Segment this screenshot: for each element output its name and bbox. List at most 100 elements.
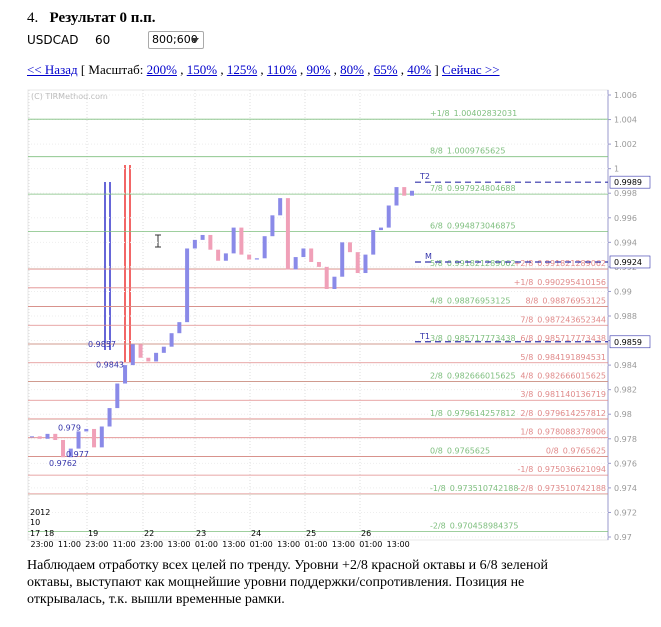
candle [278, 198, 283, 216]
point-label: 0.9843 [96, 360, 124, 369]
target-name: T1 [419, 332, 430, 341]
separator: , [367, 62, 371, 77]
level-label: 3/8 0.985717773438 [430, 334, 516, 343]
time-label: 01:00 [304, 540, 327, 549]
candle [138, 344, 143, 358]
y-tick-label: 0.982 [614, 386, 637, 395]
point-label: 0.977 [66, 450, 89, 459]
level-name: 4/8 [430, 297, 443, 306]
level-name: 0/8 [546, 446, 559, 455]
level-value: 0.987243652344 [537, 315, 606, 324]
forward-link[interactable]: Сейчас >> [441, 62, 500, 77]
level-value: 0.978088378906 [537, 428, 606, 437]
candle [231, 227, 236, 254]
symbol: USDCAD [27, 33, 79, 47]
scale-link[interactable]: 65% [373, 62, 398, 77]
y-tick-label: 0.99 [614, 287, 632, 296]
target-value: 0.9924 [614, 258, 642, 267]
chart: (C) TIRMethod.com 1.006 1.004 1.002 1 0.998 0… [27, 89, 651, 549]
level-value: 0.981140136719 [537, 390, 606, 399]
time-label: 13:00 [332, 540, 355, 549]
level-label: -1/8 0.973510742188 [430, 484, 518, 493]
separator: , [300, 62, 304, 77]
time-label: 01:00 [359, 540, 382, 549]
scale-link[interactable]: 150% [186, 62, 218, 77]
scale-link[interactable]: 40% [407, 62, 432, 77]
candle [154, 352, 159, 362]
time-label: 23:00 [85, 540, 108, 549]
level-value: 0.979614257812 [447, 409, 516, 418]
copyright: (C) TIRMethod.com [31, 92, 108, 101]
candle [293, 257, 298, 270]
level-name: 5/8 [520, 353, 533, 362]
y-tick-label: 0.978 [614, 435, 637, 444]
level-name: 3/8 [520, 390, 533, 399]
candle [324, 266, 329, 289]
y-tick-label: 1.004 [614, 116, 637, 125]
time-label: 13:00 [387, 540, 410, 549]
time-label: 11:00 [58, 540, 81, 549]
scale-link[interactable]: 200% [146, 62, 177, 77]
time-label: 01:00 [195, 540, 218, 549]
candle [76, 431, 81, 449]
dropdown-arrow [191, 38, 199, 43]
level-label: 6/8 0.985717773438 [520, 334, 606, 343]
point-label: 0.979 [58, 424, 81, 433]
level-value: 1.00402832031 [454, 109, 518, 118]
level-name: 1/8 [430, 409, 443, 418]
level-value: 0.975036621094 [537, 465, 606, 474]
level-label: 1/8 0.978088378906 [520, 428, 606, 437]
level-name: +2/8 [514, 259, 534, 268]
separator: , [180, 62, 184, 77]
candle [130, 344, 135, 366]
y-tick-label: 0.974 [614, 484, 637, 493]
level-name: -1/8 [430, 484, 446, 493]
level-value: 0.9765625 [563, 446, 606, 455]
time-label: 23:00 [140, 540, 163, 549]
separator: , [400, 62, 405, 77]
y-tick-label: 0.97 [614, 533, 632, 542]
candle [402, 187, 407, 196]
level-value: 0.991821289062 [537, 259, 606, 268]
separator: , [333, 62, 337, 77]
time-label: 11:00 [113, 540, 136, 549]
scale-link[interactable]: 110% [266, 62, 297, 77]
day-label: 17 [30, 529, 40, 538]
timeframe: 60 [95, 33, 111, 47]
candle [53, 433, 58, 441]
level-value: 0.997924804688 [447, 184, 516, 193]
candle [270, 215, 275, 237]
candle [37, 436, 42, 439]
scale-link[interactable]: 125% [226, 62, 258, 77]
level-label: -1/8 0.975036621094 [518, 465, 606, 474]
scale-link[interactable]: 90% [306, 62, 331, 77]
target-name: T2 [419, 172, 430, 181]
day-label: 23 [196, 529, 206, 538]
time-label: 13:00 [167, 540, 190, 549]
target-name: M [425, 252, 432, 261]
time-label: 23:00 [30, 540, 53, 549]
candle [378, 227, 383, 231]
candle [262, 236, 267, 259]
candle [216, 249, 221, 261]
level-label: 7/8 0.987243652344 [520, 315, 606, 324]
candle [301, 248, 306, 258]
level-label: 4/8 0.98876953125 [430, 297, 511, 306]
level-value: 0.985717773438 [447, 334, 516, 343]
cursor [155, 234, 161, 248]
candle [371, 230, 376, 255]
level-label: 7/8 0.997924804688 [430, 184, 516, 193]
level-value: 0.984191894531 [537, 353, 606, 362]
y-tick-label: 0.976 [614, 459, 637, 468]
scale-label: [ Масштаб: [80, 62, 144, 77]
size-select[interactable]: 800;600 [148, 31, 204, 49]
back-link[interactable]: << Назад [27, 62, 78, 77]
level-value: 0.982666015625 [537, 371, 606, 380]
y-tick-label: 0.994 [614, 238, 637, 247]
candle [394, 187, 399, 206]
day-label: 25 [306, 529, 316, 538]
day-label: 19 [88, 529, 98, 538]
level-value: 0.991821289062 [447, 259, 516, 268]
level-name: 7/8 [520, 315, 533, 324]
scale-link[interactable]: 80% [340, 62, 364, 77]
